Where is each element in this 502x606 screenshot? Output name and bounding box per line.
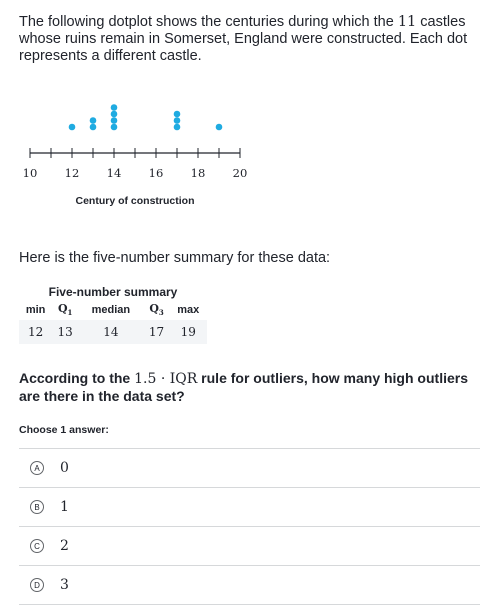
choice-b-letter-icon: B [30,500,44,514]
choice-c-value: 2 [60,538,69,554]
dot-point [89,117,97,124]
x-tick-label: 10 [23,166,38,180]
dot-point [173,110,181,118]
summary-value-row: 12 13 14 17 19 [19,320,207,344]
x-tick-label: 18 [191,166,206,180]
x-tick-label: 16 [149,166,164,180]
header-max: max [177,304,200,316]
summary-title: Five-number summary [48,285,178,299]
dot-point [215,123,223,131]
header-q3-text-subscript: 3 [158,308,164,318]
castle-count: 11 [397,14,417,30]
x-tick-label: 14 [107,166,122,180]
dot-point [173,123,181,131]
choice-d-value: 3 [60,577,69,593]
x-axis-tick-labels: 10 12 14 16 18 20 [23,166,248,180]
dot-point [89,123,97,131]
question-before: According to the [19,370,135,386]
five-number-summary: Five-number summary min Q1 median Q3 max… [19,284,207,344]
summary-header-row: min Q1 median Q3 max [19,300,207,320]
dot-point [110,123,118,131]
header-q1: Q1 [52,300,78,320]
summary-intro: Here is the five-number summary for thes… [19,250,331,266]
value-max: 19 [169,320,207,344]
dot-point [110,117,118,124]
dot-point [110,104,118,111]
dot-point [173,117,181,124]
intro-text-after: castles whose ruins remain in Somerset, … [19,14,468,64]
choice-d[interactable]: D 3 [19,565,480,605]
iqr-rule: 1.5 · IQR [134,371,198,387]
answer-choices: A 0 B 1 C 2 D 3 [19,448,480,605]
dotplot-chart: 10 12 14 16 18 20 Century of construction [23,104,248,207]
dotplot-dots [68,104,223,131]
header-q3-text: Q3 [149,302,164,318]
header-q1-text-subscript: 1 [67,308,73,318]
header-q3: Q3 [144,300,170,320]
question-after: rule for outliers, how many high outlier… [19,370,468,404]
header-min: min [25,304,46,316]
choice-a-letter-icon: A [30,461,44,475]
problem-intro: The following dotplot shows the centurie… [19,14,479,65]
value-q1: 13 [52,320,79,344]
choice-b-value: 1 [60,499,69,515]
x-tick-label: 20 [233,166,248,180]
x-tick-label: 12 [65,166,80,180]
intro-text-before: The following dotplot shows the centurie… [19,14,398,30]
choose-label: Choose 1 answer: [19,424,109,436]
header-median: median [91,304,131,316]
value-min: 12 [19,320,53,344]
choice-a[interactable]: A 0 [19,448,480,487]
choice-b[interactable]: B 1 [19,487,480,526]
choice-d-letter-icon: D [30,578,44,592]
value-q3: 17 [143,320,170,344]
x-axis-ticks [29,148,241,158]
x-axis-label: Century of construction [75,195,194,207]
dot-point [110,110,118,118]
value-median: 14 [78,320,144,344]
summary-table: min Q1 median Q3 max 12 13 14 17 19 [19,300,207,344]
choice-a-value: 0 [60,460,69,476]
question-text: According to the 1.5 · IQR rule for outl… [19,370,489,405]
dot-point [68,123,76,131]
choice-c[interactable]: C 2 [19,526,480,565]
choice-c-letter-icon: C [30,539,44,553]
header-q1-text: Q1 [57,302,73,318]
